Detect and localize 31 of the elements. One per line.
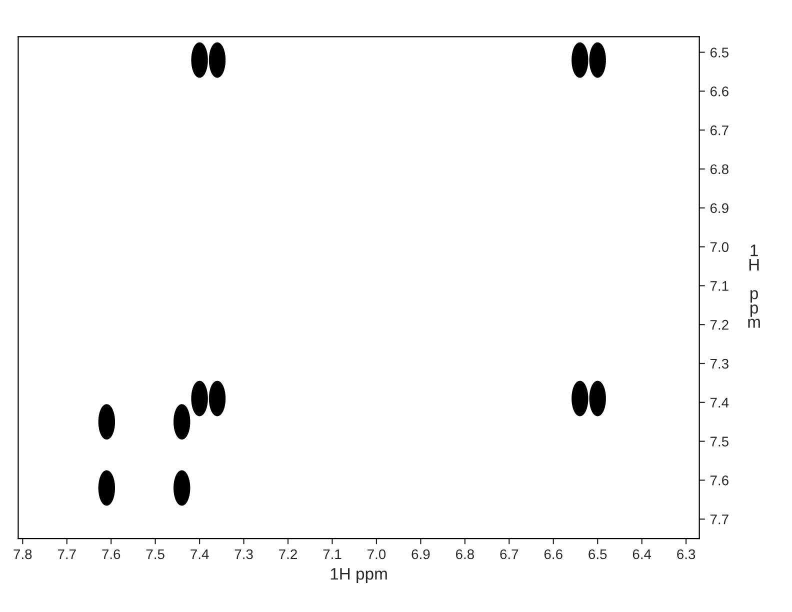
x-tick-label: 7.5 <box>146 549 164 560</box>
y-tick-label: 7.7 <box>710 514 728 524</box>
x-tick-label: 6.8 <box>456 549 474 560</box>
x-tick-label: 6.9 <box>412 549 430 560</box>
y-tick-label: 7.5 <box>710 436 728 446</box>
x-tick-label: 7.7 <box>58 549 76 560</box>
y-axis-title: 1H ppm <box>748 244 760 328</box>
y-tick-label: 6.8 <box>710 164 728 174</box>
y-tick-label: 6.9 <box>710 203 728 214</box>
y-tick-label: 7.2 <box>710 320 728 330</box>
y-tick-label: 6.7 <box>710 125 728 136</box>
x-tick-label: 7.3 <box>234 549 253 560</box>
x-tick-label: 7.2 <box>279 549 297 560</box>
x-axis-title: 1H ppm <box>330 568 387 584</box>
x-tick-label: 6.7 <box>500 549 518 560</box>
x-tick-label: 7.8 <box>14 549 32 560</box>
x-tick-label: 7.6 <box>102 549 120 560</box>
y-tick-label: 7.3 <box>710 358 728 369</box>
x-tick-label: 6.5 <box>588 549 607 560</box>
x-tick-label: 6.6 <box>544 549 562 560</box>
y-tick-label: 7.4 <box>710 398 729 408</box>
y-tick-label: 7.0 <box>710 242 729 252</box>
y-tick-label: 6.6 <box>710 86 728 96</box>
x-tick-label: 7.1 <box>323 549 342 560</box>
y-tick-label: 7.6 <box>710 476 728 486</box>
x-tick-label: 6.4 <box>632 549 652 560</box>
y-tick-label: 7.1 <box>710 281 728 291</box>
y-tick-label: 6.5 <box>710 48 728 58</box>
x-tick-label: 7.0 <box>368 549 386 560</box>
x-tick-label: 7.4 <box>190 549 209 560</box>
x-tick-label: 6.3 <box>677 549 696 560</box>
